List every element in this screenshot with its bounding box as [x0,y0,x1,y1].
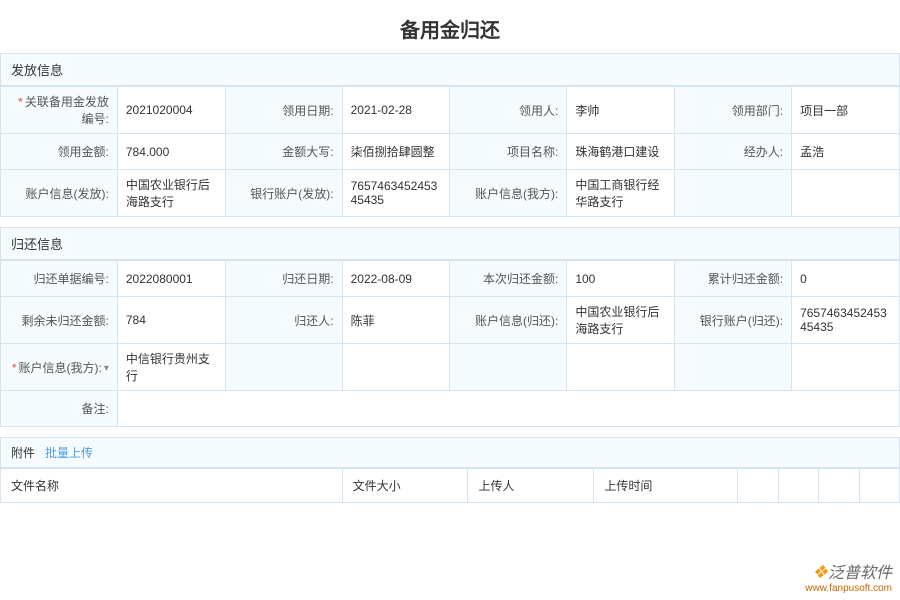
issue-date-label: 领用日期: [225,87,342,134]
col-action-3 [819,469,859,503]
page-title: 备用金归还 [0,0,900,53]
empty-value-4 [792,344,900,391]
amount-cn-value: 柒佰捌拾肆圆整 [342,134,450,170]
issue-form-table: *关联备用金发放编号: 2021020004 领用日期: 2021-02-28 … [0,86,900,217]
handler-label: 经办人: [675,134,792,170]
handler-value: 孟浩 [792,134,900,170]
issue-dept-label: 领用部门: [675,87,792,134]
rel-no-value[interactable]: 2021020004 [117,87,225,134]
acct-issue-label: 账户信息(发放): [1,170,118,217]
ret-bank-value: 765746345245345435 [792,297,900,344]
ret-date-value[interactable]: 2022-08-09 [342,261,450,297]
ret-remark-label: 备注: [1,391,118,427]
col-uploadtime: 上传时间 [594,469,738,503]
col-filesize: 文件大小 [342,469,468,503]
ret-person-label: 归还人: [225,297,342,344]
issue-date-value: 2021-02-28 [342,87,450,134]
empty-value-2 [342,344,450,391]
section-issue-header: 发放信息 [0,53,900,86]
project-label: 项目名称: [450,134,567,170]
ret-thisamt-label: 本次归还金额: [450,261,567,297]
col-filename: 文件名称 [1,469,343,503]
ret-remain-value: 784 [117,297,225,344]
amount-cn-label: 金额大写: [225,134,342,170]
attachment-table: 文件名称 文件大小 上传人 上传时间 [0,468,900,503]
ret-bank-label: 银行账户(归还): [675,297,792,344]
ret-acctour-label: *账户信息(我方):▾ [1,344,118,391]
brand-logo: ❖泛普软件 [805,559,892,583]
bank-issue-value: 765746345245345435 [342,170,450,217]
empty-label-3 [450,344,567,391]
ret-acct-value[interactable]: 中国农业银行后海路支行 [567,297,675,344]
brand-url: www.fanpusoft.com [805,583,892,594]
ret-thisamt-value[interactable]: 100 [567,261,675,297]
ret-acct-label: 账户信息(归还): [450,297,567,344]
batch-upload-button[interactable]: 批量上传 [45,444,93,461]
ret-date-label: 归还日期: [225,261,342,297]
col-uploader: 上传人 [468,469,594,503]
project-value: 珠海鹤港口建设 [567,134,675,170]
section-return-header: 归还信息 [0,227,900,260]
issue-person-label: 领用人: [450,87,567,134]
issue-dept-value: 项目一部 [792,87,900,134]
issue-amount-label: 领用金额: [1,134,118,170]
ret-docno-label: 归还单据编号: [1,261,118,297]
ret-remark-value[interactable] [117,391,899,427]
watermark: ❖泛普软件 www.fanpusoft.com [805,559,892,594]
acct-issue-value: 中国农业银行后海路支行 [117,170,225,217]
col-action-4 [859,469,899,503]
ret-remain-label: 剩余未归还金额: [1,297,118,344]
issue-person-value: 李帅 [567,87,675,134]
empty-value-3 [567,344,675,391]
attachment-label: 附件 [11,444,35,461]
attachment-header: 附件 批量上传 [0,437,900,468]
col-action-2 [778,469,818,503]
col-action-1 [738,469,778,503]
ret-totalamt-label: 累计归还金额: [675,261,792,297]
ret-totalamt-value: 0 [792,261,900,297]
empty-label-4 [675,344,792,391]
empty-label-1 [675,170,792,217]
chevron-down-icon[interactable]: ▾ [104,363,109,374]
acct-our-issue-value: 中国工商银行经华路支行 [567,170,675,217]
empty-label-2 [225,344,342,391]
rel-no-label: *关联备用金发放编号: [1,87,118,134]
acct-our-issue-label: 账户信息(我方): [450,170,567,217]
empty-value-1 [792,170,900,217]
ret-acctour-value[interactable]: 中信银行贵州支行 [117,344,225,391]
ret-person-value[interactable]: 陈菲 [342,297,450,344]
ret-docno-value[interactable]: 2022080001 [117,261,225,297]
return-form-table: 归还单据编号: 2022080001 归还日期: 2022-08-09 本次归还… [0,260,900,427]
issue-amount-value: 784.000 [117,134,225,170]
bank-issue-label: 银行账户(发放): [225,170,342,217]
